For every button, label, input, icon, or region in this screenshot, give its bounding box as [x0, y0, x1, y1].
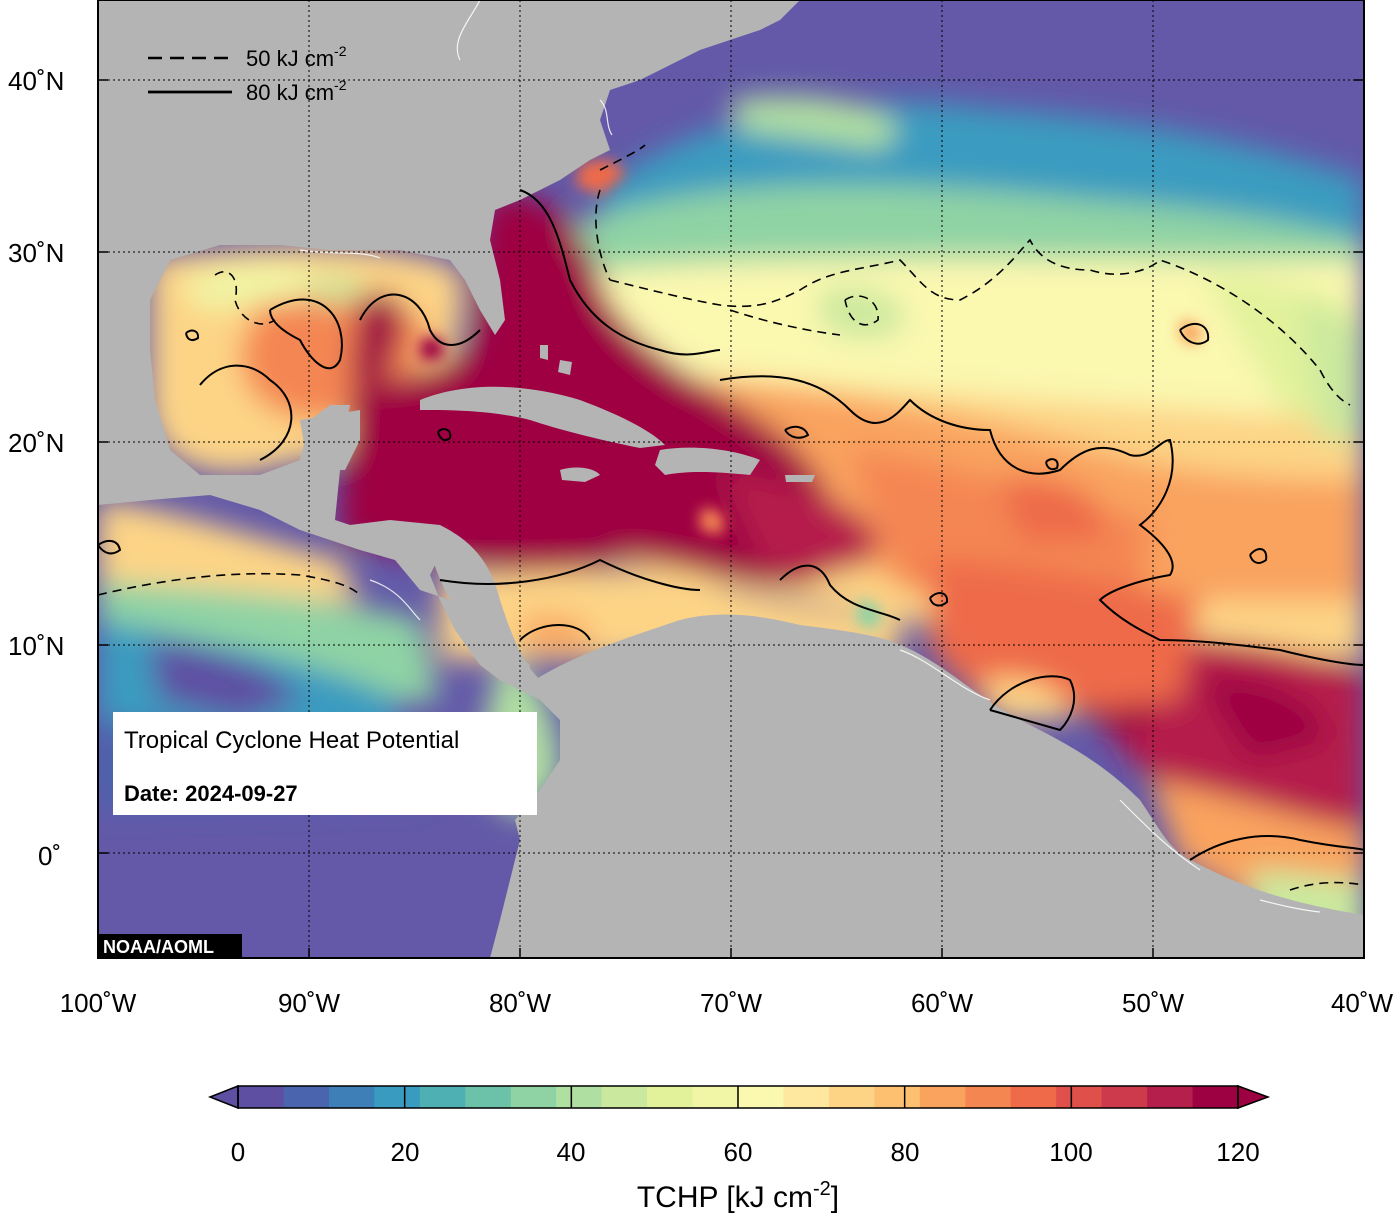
lat-label-20n: 20˚N — [8, 428, 64, 458]
colorbar-cell — [419, 1086, 466, 1108]
lon-label-100w: 100˚W — [60, 988, 137, 1018]
graticule — [98, 0, 1364, 958]
lat-label-40n: 40˚N — [8, 66, 64, 96]
colorbar-cell — [1056, 1086, 1103, 1108]
colorbar-cell — [828, 1086, 875, 1108]
credit-badge: NOAA/AOML — [98, 934, 242, 958]
land-masses — [98, 0, 1364, 958]
colorbar-cell — [328, 1086, 375, 1108]
colorbar-cell — [783, 1086, 830, 1108]
contour-50 — [98, 144, 1364, 891]
colorbar-title: TCHP [kJ cm-2] — [637, 1178, 839, 1214]
colorbar: 0 20 40 60 80 100 120 TCHP [kJ cm-2] — [207, 1084, 1271, 1214]
lat-label-30n: 30˚N — [8, 238, 64, 268]
title-box-bg — [113, 712, 537, 815]
lat-label-10n: 10˚N — [8, 631, 64, 661]
credit-bg — [98, 934, 242, 958]
credit-text: NOAA/AOML — [103, 937, 214, 957]
colorbar-cell — [919, 1086, 966, 1108]
coastlines — [299, 0, 1321, 913]
colorbar-cell — [601, 1086, 648, 1108]
cb-tick-label-40: 40 — [557, 1137, 586, 1167]
cb-tick-label-120: 120 — [1216, 1137, 1259, 1167]
colorbar-ticks — [237, 1086, 1239, 1108]
colorbar-cell — [738, 1086, 785, 1108]
colorbar-cell — [1192, 1086, 1239, 1108]
colorbar-cell — [556, 1086, 603, 1108]
lat-labels: 40˚N 30˚N 20˚N 10˚N 0˚ — [8, 66, 64, 871]
legend-solid-label: 80 kJ cm-2 — [246, 77, 347, 105]
contour-80 — [98, 189, 1364, 861]
colorbar-over-arrow — [1237, 1084, 1271, 1110]
map-title: Tropical Cyclone Heat Potential — [124, 727, 459, 754]
lat-label-0: 0˚ — [38, 841, 61, 871]
colorbar-cell — [1101, 1086, 1148, 1108]
lon-label-50w: 50˚W — [1122, 988, 1185, 1018]
colorbar-cell — [647, 1086, 694, 1108]
cb-tick-label-20: 20 — [391, 1137, 420, 1167]
colorbar-tick-labels: 0 20 40 60 80 100 120 — [231, 1137, 1260, 1167]
lon-label-60w: 60˚W — [911, 988, 974, 1018]
map-date: Date: 2024-09-27 — [124, 781, 298, 806]
contour-legend: 50 kJ cm-2 80 kJ cm-2 — [148, 43, 347, 105]
colorbar-cell — [238, 1086, 285, 1108]
colorbar-cell — [692, 1086, 739, 1108]
colorbar-cell — [965, 1086, 1012, 1108]
cb-tick-label-100: 100 — [1049, 1137, 1092, 1167]
colorbar-cell — [510, 1086, 557, 1108]
lon-label-90w: 90˚W — [278, 988, 341, 1018]
legend-dashed-label: 50 kJ cm-2 — [246, 43, 347, 71]
colorbar-under-arrow — [207, 1084, 239, 1110]
cb-tick-label-60: 60 — [724, 1137, 753, 1167]
title-box: Tropical Cyclone Heat Potential Date: 20… — [113, 712, 537, 815]
colorbar-cell — [374, 1086, 421, 1108]
lon-label-80w: 80˚W — [489, 988, 552, 1018]
colorbar-cell — [1010, 1086, 1057, 1108]
cb-tick-label-80: 80 — [891, 1137, 920, 1167]
colorbar-cells — [238, 1086, 1239, 1108]
lon-label-70w: 70˚W — [700, 988, 763, 1018]
colorbar-cell — [874, 1086, 921, 1108]
lon-labels: 100˚W 90˚W 80˚W 70˚W 60˚W 50˚W 40˚W — [60, 988, 1394, 1018]
cb-tick-label-0: 0 — [231, 1137, 245, 1167]
colorbar-cell — [1147, 1086, 1194, 1108]
lon-label-40w: 40˚W — [1331, 988, 1394, 1018]
axis-ticks — [98, 79, 1364, 958]
colorbar-cell — [283, 1086, 330, 1108]
colorbar-cell — [465, 1086, 512, 1108]
